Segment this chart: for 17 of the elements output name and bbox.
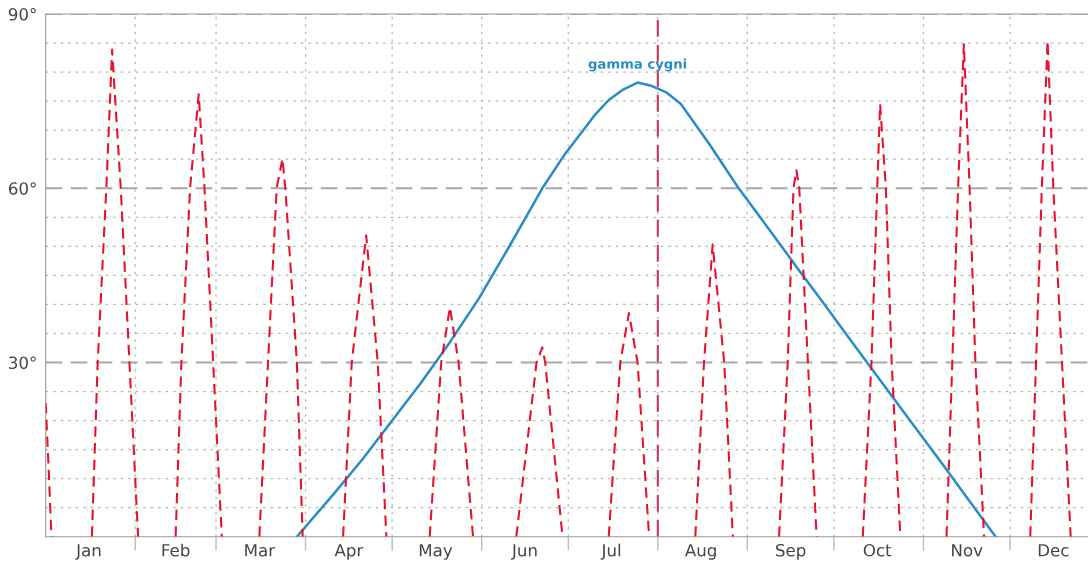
y-tick-label: 60°	[8, 182, 36, 195]
x-tick-label: Mar	[245, 544, 276, 557]
x-tick-label: May	[419, 544, 453, 560]
x-tick-label: Dec	[1038, 544, 1069, 557]
x-tick-label: Nov	[952, 544, 983, 557]
x-tick-label: Aug	[684, 544, 716, 560]
x-tick-label: Jun	[511, 544, 537, 560]
x-tick-label: Oct	[863, 543, 892, 557]
x-tick-label: Feb	[162, 543, 190, 557]
y-tick-label: 90°	[8, 8, 36, 21]
series-label: gamma cygni	[588, 58, 687, 72]
x-tick-label: Apr	[334, 544, 364, 560]
line-series	[295, 81, 997, 537]
y-tick-label: 30°	[9, 356, 36, 370]
x-tick-label: Jan	[75, 544, 101, 560]
x-tick-label: Sep	[776, 543, 806, 560]
x-tick-label: Jul	[600, 543, 621, 560]
